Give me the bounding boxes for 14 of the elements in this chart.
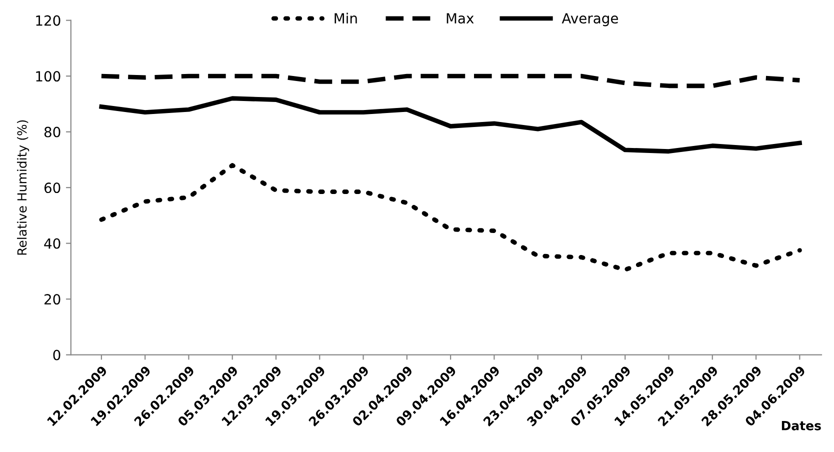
y-tick-label: 20 — [44, 294, 60, 305]
legend-label: Min — [334, 12, 357, 24]
y-tick-label: 60 — [44, 182, 60, 194]
y-axis-title: Relative Humidity (%) — [17, 120, 30, 255]
legend-label: Max — [446, 13, 474, 24]
legend-label: Average — [562, 13, 618, 26]
line-series — [99, 74, 802, 88]
y-tick-label: 0 — [53, 350, 60, 360]
line-series — [99, 163, 802, 272]
y-tick-label: 100 — [36, 71, 60, 82]
y-tick-label: 40 — [44, 238, 60, 249]
y-tick-label: 120 — [36, 15, 60, 26]
line-series — [99, 96, 802, 154]
y-tick-label: 80 — [44, 126, 60, 138]
